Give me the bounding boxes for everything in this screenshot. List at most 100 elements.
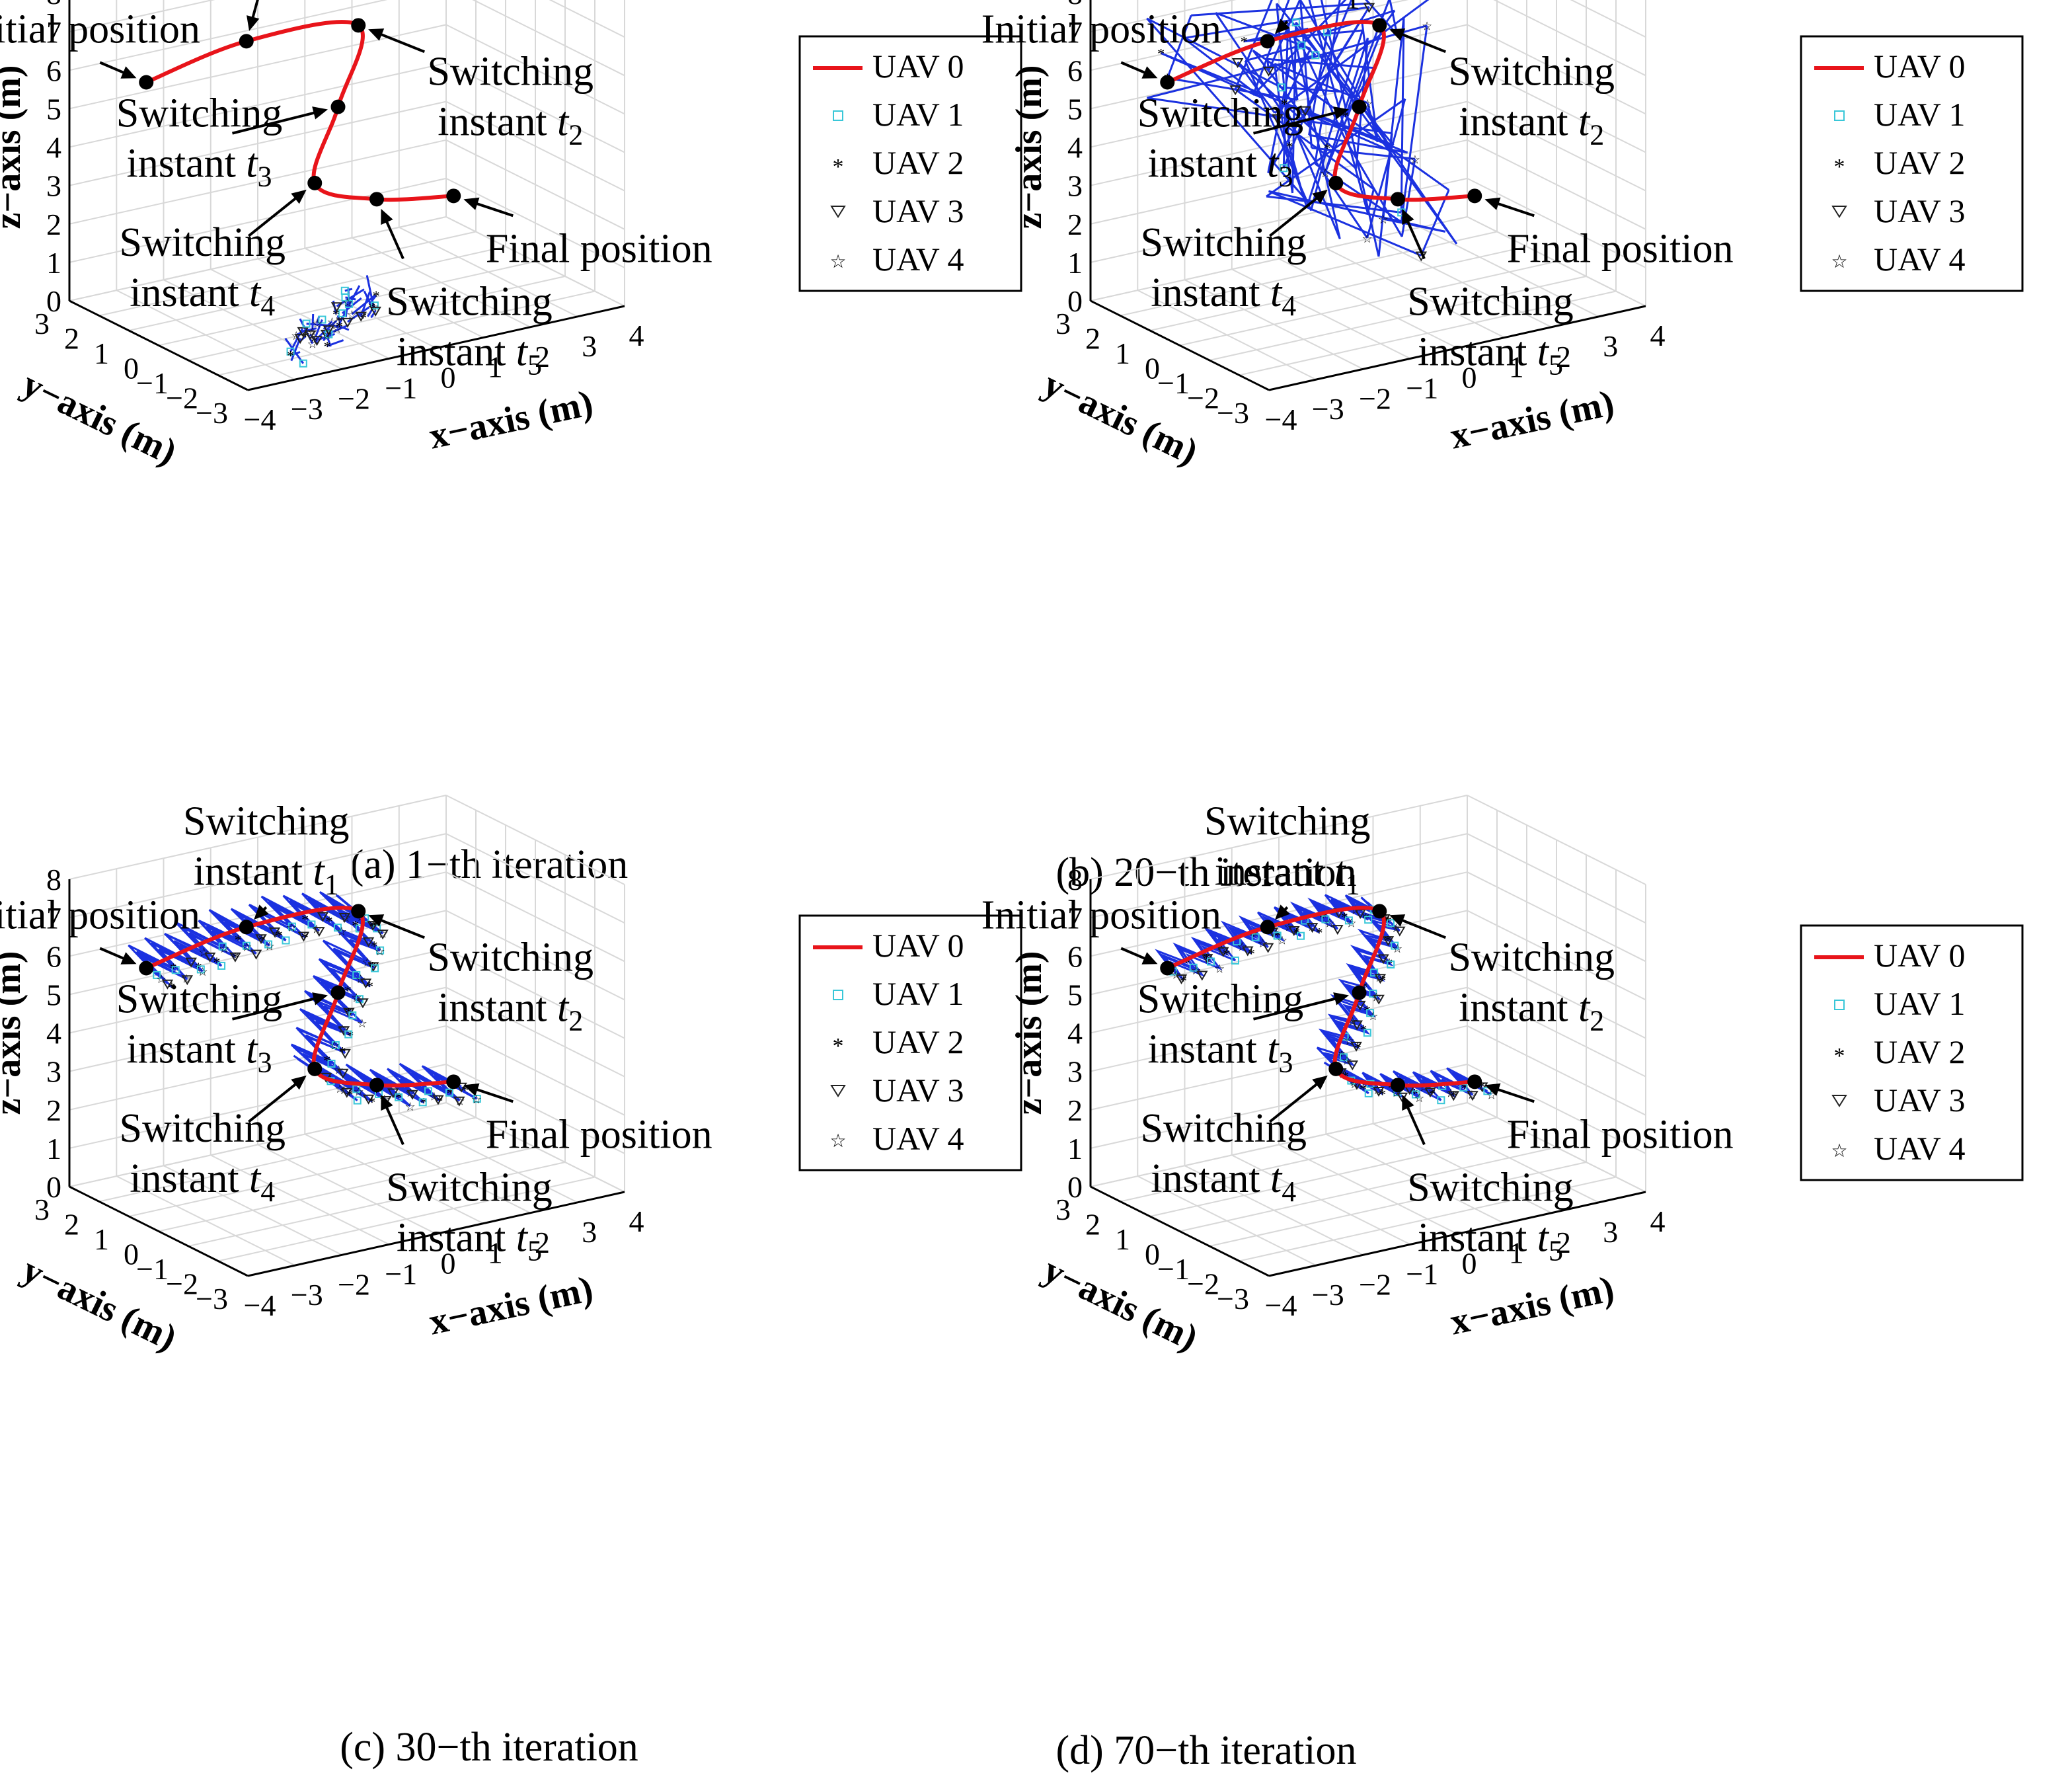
uav2-marker: * (395, 1089, 403, 1105)
space (1527, 329, 1537, 374)
uav3-marker (1382, 936, 1395, 947)
uav3-marker (181, 975, 194, 986)
wall-grid-line (445, 1064, 625, 1154)
uav1-marker (325, 330, 333, 338)
uav4-marker: ☆ (307, 325, 318, 338)
uav1-marker (1291, 18, 1300, 26)
instant-word: instant (1147, 141, 1256, 186)
z-tick-label: 7 (1067, 901, 1083, 935)
annotation-instant: instant t2 (438, 985, 583, 1037)
z-tick-label: 0 (1067, 284, 1083, 318)
instant-subscript: 4 (260, 1175, 275, 1208)
uav2-marker: * (368, 1093, 375, 1110)
floor-grid-line (98, 1117, 477, 1203)
uav2-marker: * (168, 979, 175, 996)
y-tick-label: 3 (34, 1193, 50, 1226)
uav3-marker (406, 1089, 418, 1100)
uav3-marker (229, 952, 241, 963)
y-tick-label: 0 (124, 352, 139, 385)
uav4-marker: ☆ (1410, 153, 1420, 166)
z-tick-label: 4 (1067, 1017, 1083, 1050)
legend-label: UAV 4 (872, 1120, 964, 1157)
uav3-marker (161, 979, 174, 990)
uav2-marker: * (1250, 928, 1257, 944)
instant-t: t (516, 1215, 529, 1260)
arrowhead (1484, 1083, 1501, 1096)
uav3-marker (1351, 1020, 1363, 1031)
follower-trajectory (1160, 52, 1261, 99)
uav1-marker (1189, 963, 1198, 972)
z-tick-label: 5 (1067, 92, 1083, 126)
annotation-switching: Switching (386, 279, 552, 324)
wall-grid-line (1467, 910, 1646, 1001)
legend-uav4-swatch: ☆ (1831, 1141, 1847, 1162)
uav1-marker (1364, 1089, 1373, 1097)
floor-grid-line (1239, 1176, 1617, 1262)
x-tick-label: −4 (244, 1288, 276, 1322)
wall-grid-line (445, 139, 625, 230)
wall-grid-line (445, 24, 625, 115)
uav3-marker (1231, 58, 1244, 68)
instant-word: instant (126, 1027, 235, 1072)
uav3-marker (1306, 923, 1319, 933)
instant-t: t (1334, 0, 1347, 8)
y-tick-label: 1 (94, 336, 109, 370)
y-tick-label: 0 (1145, 1238, 1160, 1271)
instant-word: instant (1459, 99, 1568, 144)
z-tick-label: 7 (1067, 15, 1083, 49)
y-tick-label: 0 (124, 1238, 139, 1271)
legend-label: UAV 2 (872, 1023, 964, 1060)
arrowhead (1402, 208, 1414, 225)
uav1-marker (1251, 933, 1260, 941)
uav2-marker: * (258, 931, 266, 948)
panel-caption: (b) 20−th iteration (1055, 850, 1356, 895)
follower-trajectory (1274, 0, 1430, 114)
annotation-switching: Switching (1449, 935, 1615, 980)
follower-trajectory (1267, 58, 1375, 69)
uav2-marker: * (1274, 928, 1282, 944)
uav4-marker: ☆ (368, 301, 379, 314)
instant-subscript: 4 (1282, 1175, 1296, 1208)
legend-label: UAV 2 (872, 144, 964, 181)
z-axis-label: z−axis (m) (0, 65, 28, 229)
uav4-marker: ☆ (1277, 933, 1287, 947)
instant-subscript: 2 (568, 118, 583, 151)
space (506, 329, 516, 374)
annotation-instant: instant t4 (1151, 270, 1296, 322)
follower-trajectory (1344, 0, 1391, 116)
uav3-marker (185, 957, 197, 968)
space (1568, 99, 1579, 144)
follower-trajectory (1282, 0, 1353, 169)
uav1-marker (338, 309, 346, 317)
wall-grid-line (1467, 833, 1646, 924)
uav4-marker: ☆ (1346, 917, 1356, 930)
annotation-arrow (1253, 110, 1340, 135)
wall-grid-line (445, 795, 625, 885)
arrowhead (1484, 197, 1501, 210)
annotation-switching: Switching (1204, 799, 1370, 844)
uav4-marker: ☆ (357, 1017, 367, 1030)
z-tick-label: 0 (1067, 1170, 1083, 1204)
uav3-marker (1229, 85, 1241, 96)
z-tick-label: 4 (46, 131, 61, 165)
floor-grid-line (217, 1176, 595, 1262)
annotation-initial-position: Initial position (0, 7, 200, 52)
uav3-marker (357, 998, 369, 1009)
annotation-final-position: Final position (1507, 1112, 1734, 1157)
instant-word: instant (1147, 1027, 1256, 1072)
instant-t: t (1537, 329, 1550, 374)
space (1260, 1156, 1271, 1201)
y-tick-label: −3 (1217, 396, 1249, 430)
arrowhead (120, 66, 137, 79)
legend-uav2-swatch: * (833, 1034, 844, 1058)
uav4-marker: ☆ (329, 1039, 340, 1052)
follower-trajectory (1166, 15, 1192, 79)
uav4-marker: ☆ (1422, 20, 1432, 33)
x-tick-label: 3 (582, 1215, 597, 1249)
instant-subscript: 2 (1590, 118, 1604, 151)
space (1260, 270, 1271, 315)
x-tick-label: 1 (1509, 1236, 1524, 1270)
uav1-marker (282, 936, 290, 945)
uav3-marker (250, 949, 262, 960)
